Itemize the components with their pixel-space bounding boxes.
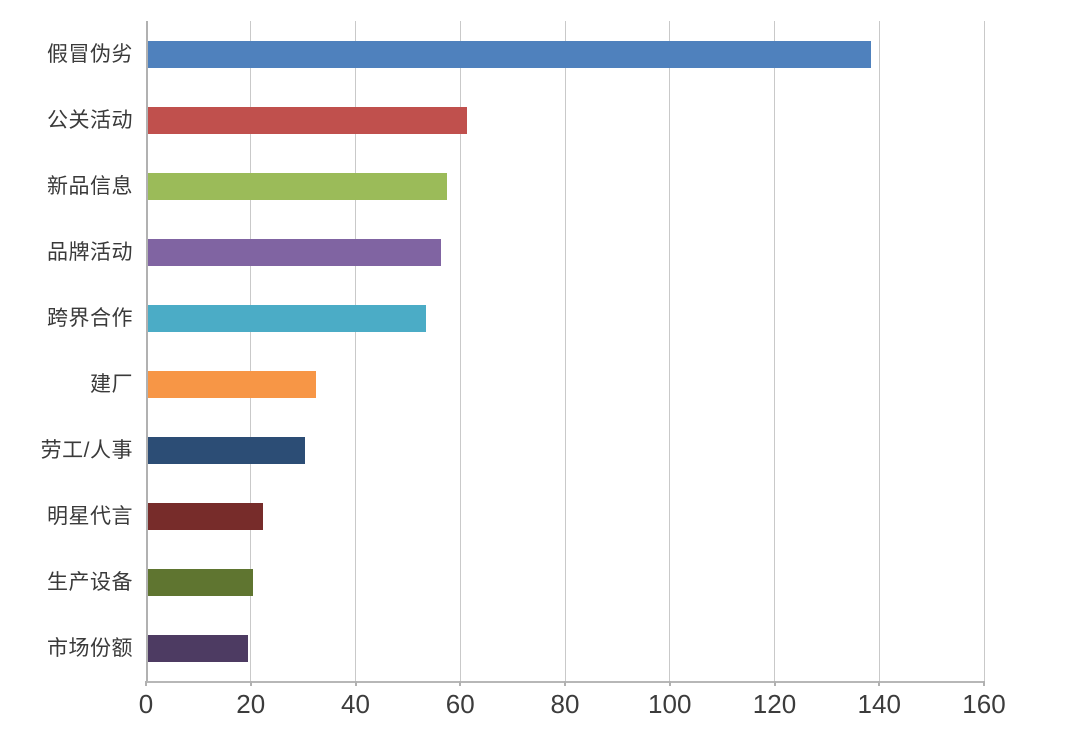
x-tick-label-40: 40 xyxy=(341,689,370,719)
bar-0 xyxy=(148,40,871,68)
x-tick-mark-60 xyxy=(459,681,462,686)
gridline-x-60 xyxy=(459,21,461,681)
gridline-x-120 xyxy=(774,21,775,681)
x-tick-label-160: 160 xyxy=(962,689,1006,719)
x-tick-mark-140 xyxy=(878,681,881,686)
category-label-4: 跨界合作 xyxy=(47,306,133,330)
x-tick-mark-120 xyxy=(773,681,776,686)
category-label-1: 公关活动 xyxy=(47,108,133,132)
bar-3 xyxy=(148,238,442,266)
bar-7 xyxy=(148,502,264,530)
y-axis-line xyxy=(146,21,148,681)
x-tick-mark-20 xyxy=(249,681,252,686)
category-label-6: 劳工/人事 xyxy=(40,438,133,462)
x-tick-label-60: 60 xyxy=(445,689,475,719)
gridline-x-40 xyxy=(355,21,356,681)
category-label-0: 假冒伪劣 xyxy=(47,42,133,66)
category-label-3: 品牌活动 xyxy=(47,240,133,264)
gridline-x-20 xyxy=(250,21,252,681)
category-label-7: 明星代言 xyxy=(47,504,133,528)
bar-4 xyxy=(148,304,426,332)
x-tick-label-100: 100 xyxy=(648,689,692,719)
gridline-x-160 xyxy=(983,21,985,681)
category-label-2: 新品信息 xyxy=(47,174,133,198)
gridline-x-140 xyxy=(878,21,880,681)
x-tick-label-20: 20 xyxy=(236,689,266,719)
x-tick-label-120: 120 xyxy=(752,689,797,719)
gridline-x-80 xyxy=(564,21,566,681)
bar-6 xyxy=(148,436,306,464)
bar-5 xyxy=(148,370,316,398)
bar-2 xyxy=(148,172,447,200)
bar-1 xyxy=(148,106,468,134)
category-label-9: 市场份额 xyxy=(47,636,133,660)
gridline-x-100 xyxy=(669,21,671,681)
x-tick-mark-80 xyxy=(564,681,566,686)
bar-8 xyxy=(148,568,253,596)
x-tick-mark-100 xyxy=(668,681,671,686)
x-tick-label-0: 0 xyxy=(138,689,154,719)
category-label-5: 建厂 xyxy=(90,372,133,396)
plot-area xyxy=(146,21,985,681)
bar-9 xyxy=(148,634,248,662)
category-label-8: 生产设备 xyxy=(47,570,133,594)
x-tick-mark-0 xyxy=(145,681,147,686)
x-tick-label-140: 140 xyxy=(857,689,901,719)
x-tick-mark-40 xyxy=(354,681,357,686)
x-tick-label-80: 80 xyxy=(550,689,580,719)
x-tick-mark-160 xyxy=(983,681,985,686)
